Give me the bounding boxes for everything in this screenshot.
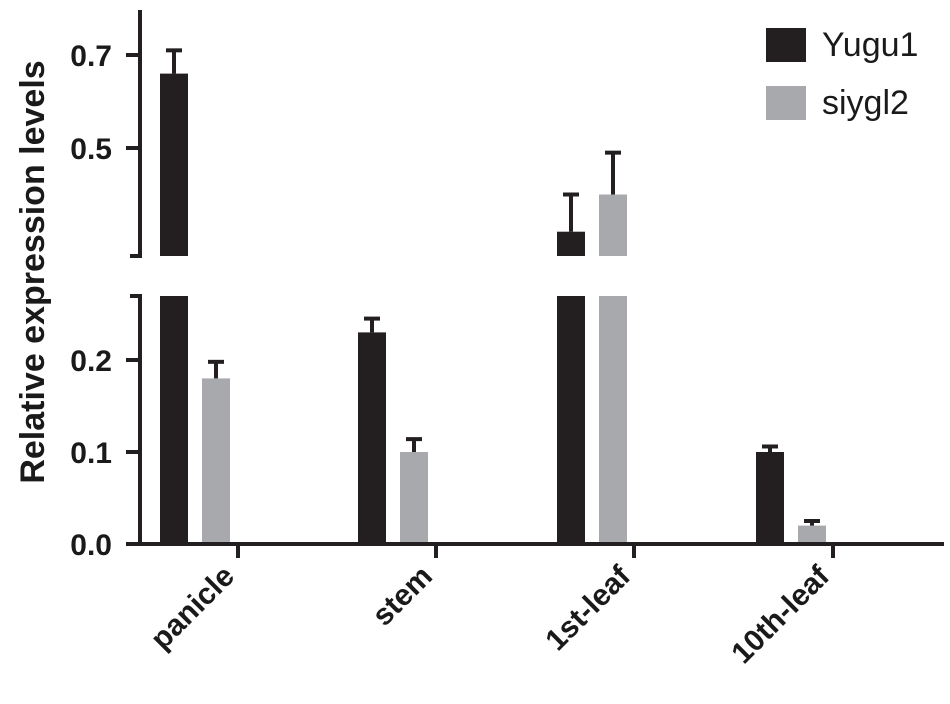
legend-swatch-yugu1 — [766, 28, 806, 62]
bar-yugu1-stem — [358, 332, 386, 544]
y-tick-label-0.0: 0.0 — [70, 529, 112, 562]
legend-label-yugu1: Yugu1 — [822, 26, 918, 64]
bar-siygl2-10th-leaf — [798, 525, 826, 544]
legend-swatch-siygl2 — [766, 86, 806, 120]
y-tick-label-0.7: 0.7 — [70, 40, 112, 73]
x-tick-label-stem: stem — [366, 560, 439, 633]
bar-siygl2-1st-leaf-lower — [599, 296, 627, 544]
bar-yugu1-panicle-lower — [160, 296, 188, 544]
bar-siygl2-stem — [400, 452, 428, 544]
y-tick-label-0.1: 0.1 — [70, 437, 112, 470]
legend: Yugu1 siygl2 — [766, 26, 918, 122]
x-tick-label-panicle: panicle — [145, 560, 241, 656]
bars-layer — [160, 48, 826, 544]
y-axis-label: Relative expression levels — [14, 60, 52, 483]
bar-yugu1-1st-leaf-upper — [557, 231, 585, 256]
bar-yugu1-1st-leaf-lower — [557, 296, 585, 544]
x-tick-label-1st-leaf: 1st-leaf — [539, 559, 637, 657]
bar-yugu1-10th-leaf — [756, 452, 784, 544]
y-tick-label-0.5: 0.5 — [70, 133, 112, 166]
bar-siygl2-panicle — [202, 378, 230, 544]
x-tick-label-10th-leaf: 10th-leaf — [725, 559, 836, 670]
axes-layer — [126, 10, 944, 558]
y-tick-label-0.2: 0.2 — [70, 345, 112, 378]
bar-siygl2-1st-leaf-upper — [599, 194, 627, 256]
bar-yugu1-panicle-upper — [160, 73, 188, 256]
legend-label-siygl2: siygl2 — [822, 84, 909, 122]
